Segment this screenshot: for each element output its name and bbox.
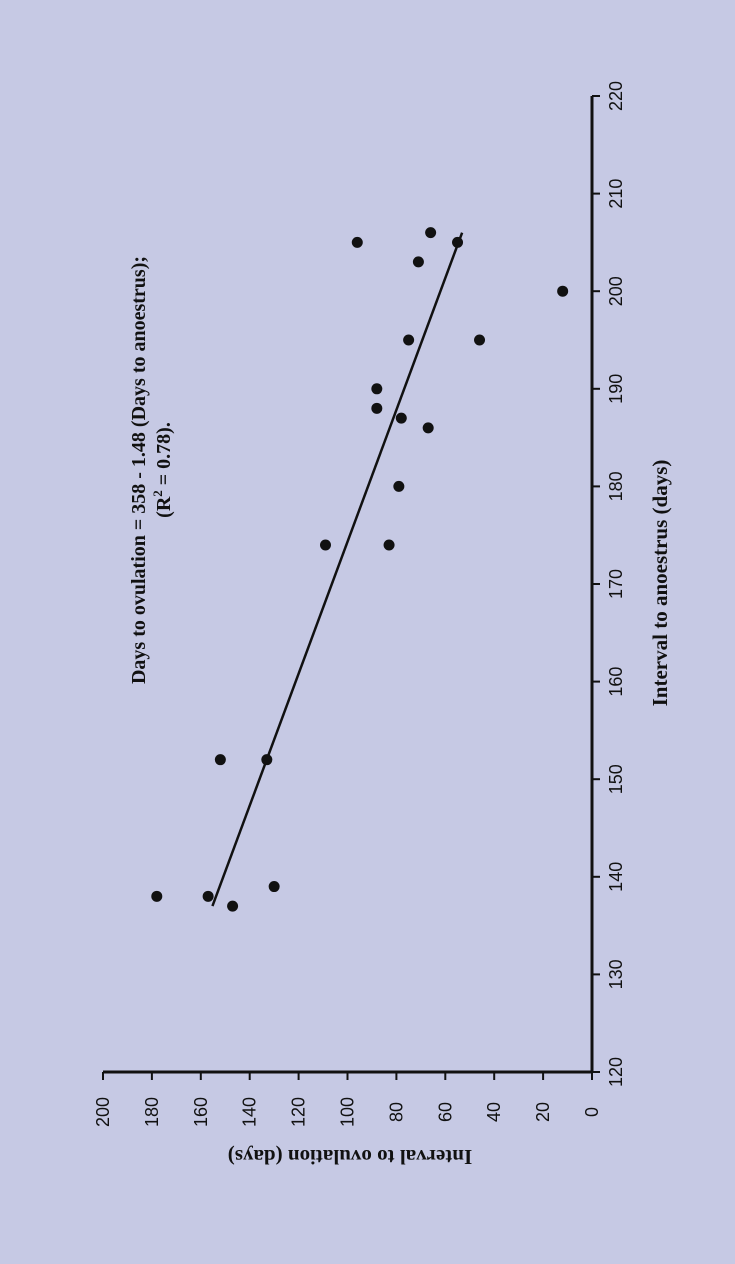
y-tick-label: 180 (142, 1097, 162, 1127)
data-point (319, 539, 331, 551)
y-tick-label: 160 (191, 1097, 211, 1127)
data-point (412, 256, 424, 268)
ticks: 1201301401501601701801902002102200204060… (93, 81, 626, 1127)
data-point (395, 412, 407, 424)
equation-line-1: Days to ovulation = 358 - 1.48 (Days to … (128, 256, 150, 684)
y-tick-label: 100 (338, 1097, 358, 1127)
x-tick-label: 200 (606, 276, 626, 306)
y-tick-label: 0 (582, 1107, 602, 1117)
x-tick-label: 140 (606, 862, 626, 892)
data-point (151, 890, 163, 902)
equation-line-2: (R2 = 0.78). (150, 422, 175, 518)
y-tick-label: 120 (289, 1097, 309, 1127)
r-squared-superscript: 2 (150, 490, 165, 497)
data-point (474, 334, 486, 346)
y-tick-label: 80 (386, 1102, 406, 1122)
x-tick-label: 210 (606, 179, 626, 209)
y-tick-label: 60 (435, 1102, 455, 1122)
axes (103, 96, 594, 1074)
x-tick-label: 150 (606, 764, 626, 794)
data-point (202, 890, 214, 902)
data-point (268, 881, 280, 893)
y-axis-title: Interval to ovulation (days) (228, 1145, 472, 1169)
data-point (371, 402, 383, 414)
data-point (403, 334, 415, 346)
x-tick-label: 130 (606, 959, 626, 989)
data-point (422, 422, 434, 434)
r-squared-label: (R (153, 496, 175, 518)
y-tick-label: 20 (533, 1102, 553, 1122)
data-point (371, 383, 383, 395)
x-tick-label: 180 (606, 471, 626, 501)
trend-line (211, 232, 464, 907)
points (151, 227, 569, 912)
x-tick-label: 220 (606, 81, 626, 111)
data-point (393, 480, 405, 492)
x-tick-label: 170 (606, 569, 626, 599)
data-point (383, 539, 395, 551)
y-tick-label: 200 (93, 1097, 113, 1127)
data-point (351, 236, 363, 248)
data-point (452, 236, 464, 248)
r-squared-value: = 0.78). (153, 422, 175, 490)
y-tick-label: 140 (240, 1097, 260, 1127)
data-point (425, 227, 437, 239)
data-point (227, 900, 239, 912)
trend (211, 232, 464, 907)
data-point (261, 754, 273, 766)
x-tick-label: 120 (606, 1057, 626, 1087)
data-point (214, 754, 226, 766)
y-tick-label: 40 (484, 1102, 504, 1122)
data-point (557, 285, 569, 297)
x-tick-label: 190 (606, 374, 626, 404)
x-axis-title: Interval to anoestrus (days) (648, 460, 672, 707)
x-tick-label: 160 (606, 667, 626, 697)
